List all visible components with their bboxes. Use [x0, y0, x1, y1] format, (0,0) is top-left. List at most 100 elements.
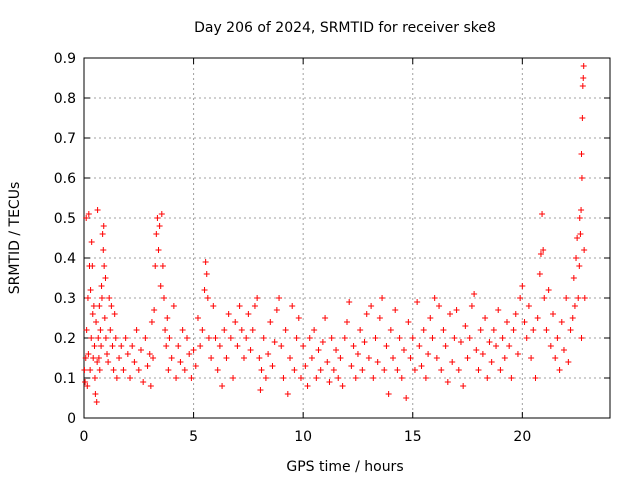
data-point	[216, 343, 223, 349]
data-point	[262, 375, 269, 381]
data-point	[322, 315, 329, 321]
data-point	[578, 335, 585, 341]
y-tick-label: 0.2	[54, 331, 76, 347]
data-point	[550, 311, 557, 317]
data-point	[267, 319, 274, 325]
data-point	[91, 375, 98, 381]
data-point	[525, 303, 532, 309]
data-point	[227, 335, 234, 341]
data-point	[311, 327, 318, 333]
data-point	[89, 311, 96, 317]
data-point	[400, 347, 407, 353]
data-point	[245, 311, 252, 317]
data-point	[313, 375, 320, 381]
data-point	[179, 327, 186, 333]
y-tick-label: 0	[67, 411, 76, 427]
data-point	[464, 355, 471, 361]
data-point	[383, 343, 390, 349]
grid-lines	[84, 58, 610, 418]
data-point	[293, 335, 300, 341]
x-tick-label: 5	[189, 429, 198, 445]
data-point	[205, 335, 212, 341]
data-point	[442, 343, 449, 349]
x-tick-label: 0	[80, 429, 89, 445]
data-point	[278, 343, 285, 349]
data-point	[256, 355, 263, 361]
data-point	[208, 355, 215, 361]
data-point	[581, 295, 588, 301]
data-point	[580, 63, 587, 69]
data-point	[102, 335, 109, 341]
data-point	[447, 311, 454, 317]
data-point	[330, 367, 337, 373]
data-point	[579, 83, 586, 89]
data-point	[324, 359, 331, 365]
data-point	[379, 295, 386, 301]
data-point	[271, 339, 278, 345]
data-point	[300, 343, 307, 349]
data-point	[160, 295, 167, 301]
data-point	[482, 315, 489, 321]
data-point	[455, 367, 462, 373]
data-point	[140, 379, 147, 385]
data-point	[534, 315, 541, 321]
data-point	[337, 355, 344, 361]
data-point	[204, 295, 211, 301]
data-point	[431, 295, 438, 301]
data-point	[184, 335, 191, 341]
data-point	[234, 343, 241, 349]
data-point	[147, 383, 154, 389]
data-point	[95, 335, 102, 341]
data-point	[104, 351, 111, 357]
data-point	[484, 375, 491, 381]
data-point	[576, 215, 583, 221]
data-point	[578, 151, 585, 157]
data-point	[155, 247, 162, 253]
data-point	[370, 375, 377, 381]
data-point	[545, 287, 552, 293]
x-axis: 0 5 10 15 20	[80, 58, 531, 445]
data-point	[438, 367, 445, 373]
data-point	[186, 351, 193, 357]
data-point	[240, 355, 247, 361]
data-point	[578, 175, 585, 181]
data-point	[92, 391, 99, 397]
data-point	[243, 335, 250, 341]
data-point	[420, 327, 427, 333]
data-point	[164, 315, 171, 321]
data-point	[82, 379, 89, 385]
y-tick-label: 0.3	[54, 291, 76, 307]
y-tick-label: 0.5	[54, 211, 76, 227]
data-point	[317, 367, 324, 373]
data-point	[306, 335, 313, 341]
data-point	[319, 339, 326, 345]
data-point	[479, 351, 486, 357]
data-point	[148, 319, 155, 325]
data-points	[81, 63, 588, 405]
data-point	[116, 355, 123, 361]
data-point	[528, 355, 535, 361]
data-point	[514, 351, 521, 357]
data-point	[451, 335, 458, 341]
data-point	[536, 271, 543, 277]
data-point	[387, 327, 394, 333]
data-point	[251, 303, 258, 309]
data-point	[570, 275, 577, 281]
data-point	[122, 335, 129, 341]
data-point	[407, 355, 414, 361]
data-point	[249, 327, 256, 333]
data-point	[94, 359, 101, 365]
data-point	[530, 327, 537, 333]
data-point	[144, 363, 151, 369]
data-point	[85, 211, 92, 217]
data-point	[577, 231, 584, 237]
data-point	[493, 343, 500, 349]
data-point	[101, 263, 108, 269]
data-point	[405, 319, 412, 325]
data-point	[333, 347, 340, 353]
x-tick-label: 10	[294, 429, 312, 445]
data-point	[295, 315, 302, 321]
data-point	[361, 339, 368, 345]
data-point	[427, 315, 434, 321]
data-point	[257, 387, 264, 393]
